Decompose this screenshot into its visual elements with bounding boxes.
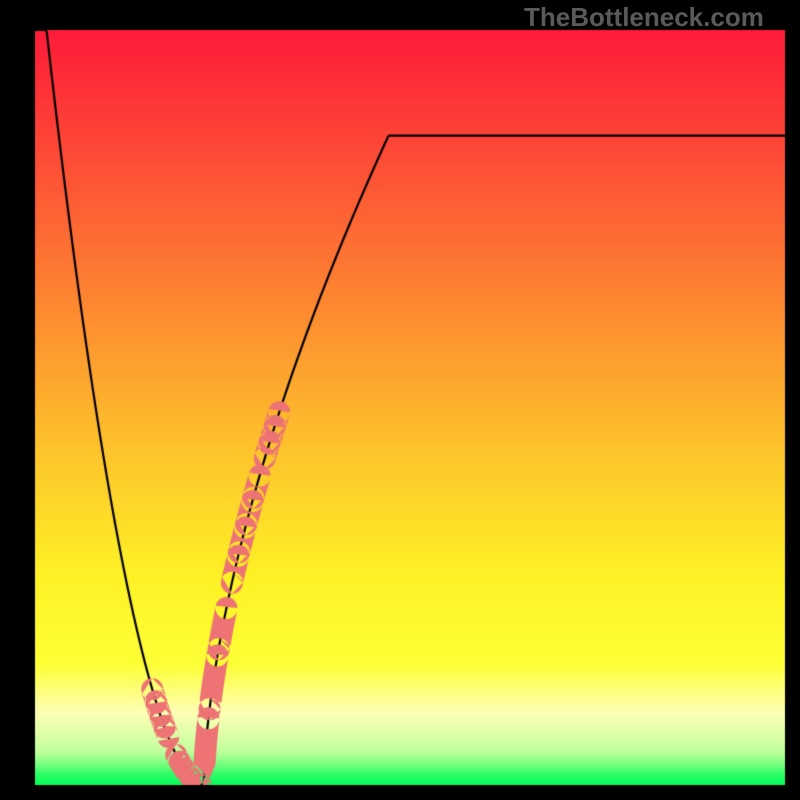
bottleneck-chart-canvas [0,0,800,800]
watermark-text: TheBottleneck.com [524,2,764,33]
